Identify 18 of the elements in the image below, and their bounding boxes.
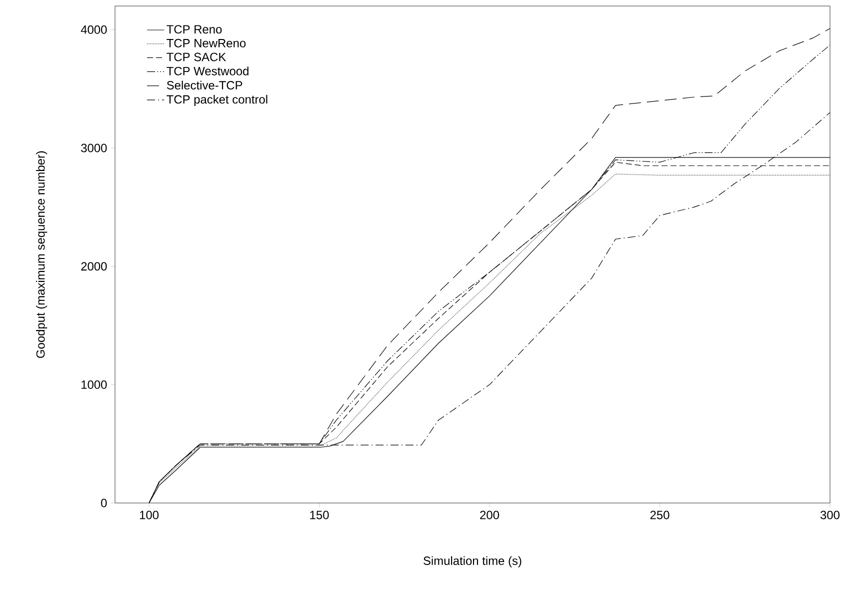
y-tick-label: 0	[101, 498, 107, 508]
legend-label: TCP Reno	[166, 25, 222, 34]
y-tick-label: 2000	[81, 262, 107, 271]
x-tick-label: 250	[650, 510, 670, 520]
y-tick-label: 3000	[81, 144, 107, 152]
x-tick-label: 100	[140, 510, 159, 520]
legend-label: Selective-TCP	[166, 80, 242, 90]
x-tick-label: 150	[310, 510, 329, 520]
legend-label: TCP SACK	[166, 52, 226, 62]
y-tick-label: 1000	[82, 380, 107, 389]
y-tick-label: 4000	[80, 25, 107, 34]
legend-label: TCP Westwood	[166, 66, 248, 76]
y-axis-title: Goodput (maximum sequence number)	[36, 151, 48, 358]
legend-label: TCP NewReno	[166, 38, 246, 48]
x-tick-label: 300	[820, 510, 840, 520]
x-axis-title: Simulation time (s)	[424, 556, 522, 568]
legend-label: TCP packet control	[166, 94, 268, 106]
x-tick-label: 200	[480, 510, 500, 520]
